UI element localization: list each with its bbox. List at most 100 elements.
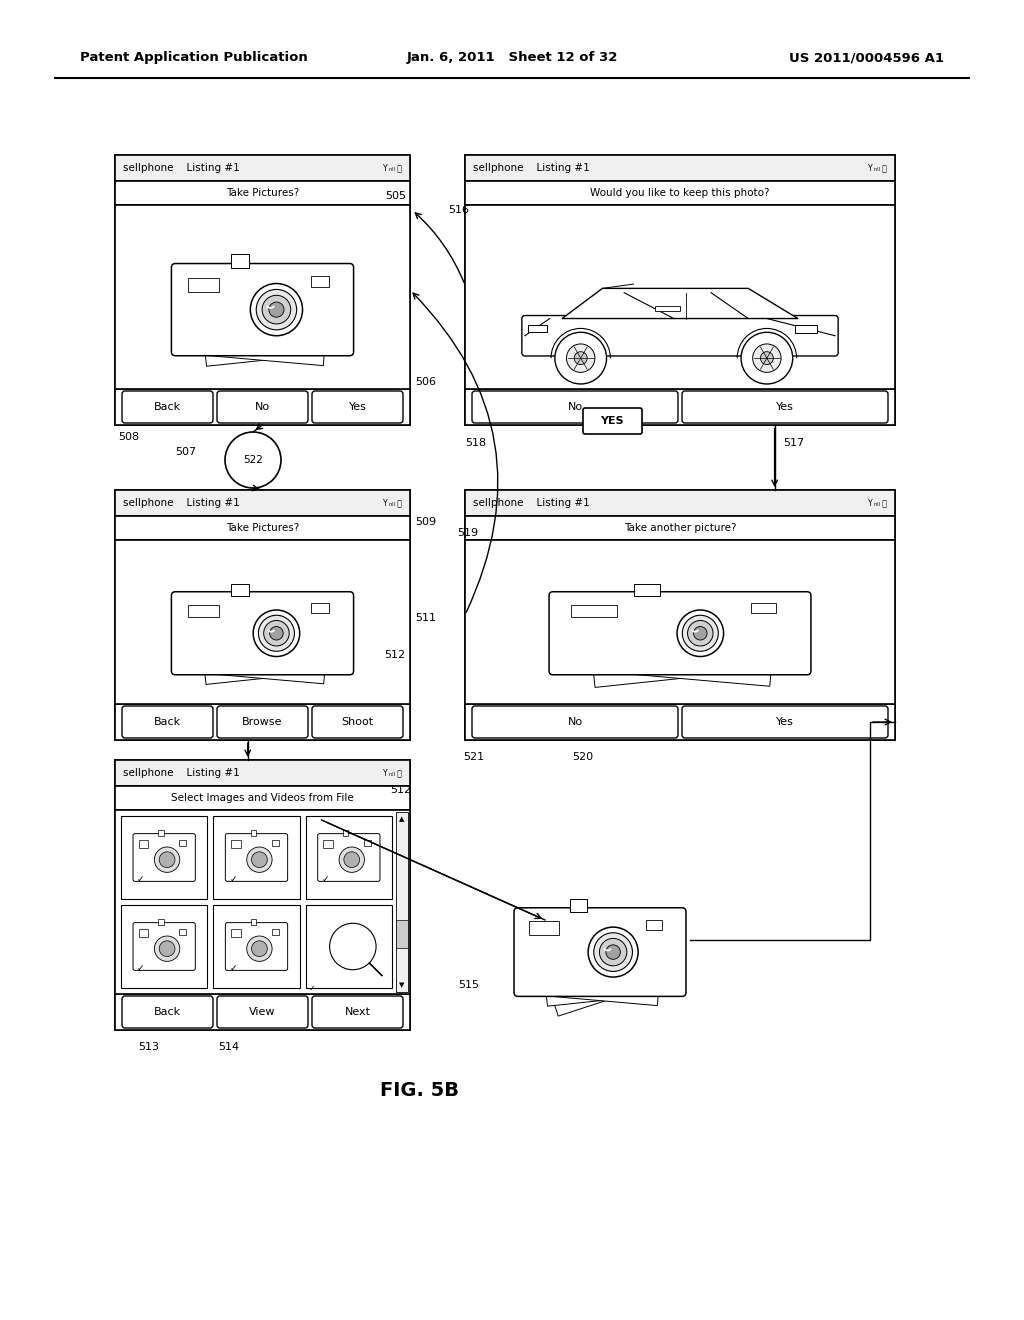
Text: sellphone    Listing #1: sellphone Listing #1 bbox=[473, 498, 590, 508]
Text: ✓: ✓ bbox=[137, 875, 144, 884]
Bar bbox=[187, 605, 219, 618]
Bar bbox=[251, 920, 256, 924]
FancyBboxPatch shape bbox=[540, 952, 662, 1006]
Text: Yes: Yes bbox=[776, 717, 794, 727]
Text: Take Pictures?: Take Pictures? bbox=[226, 187, 299, 198]
Circle shape bbox=[574, 351, 587, 364]
Circle shape bbox=[256, 289, 297, 330]
Text: 519: 519 bbox=[457, 528, 478, 539]
Bar bbox=[115, 810, 410, 994]
Bar bbox=[230, 840, 241, 847]
Bar bbox=[396, 920, 408, 948]
Text: ▼: ▼ bbox=[399, 982, 404, 987]
Text: 506: 506 bbox=[415, 378, 436, 387]
FancyBboxPatch shape bbox=[204, 618, 336, 696]
Bar bbox=[115, 490, 410, 516]
FancyBboxPatch shape bbox=[312, 997, 403, 1028]
Bar bbox=[251, 830, 256, 836]
Bar bbox=[115, 154, 410, 181]
FancyBboxPatch shape bbox=[217, 706, 308, 738]
Bar bbox=[115, 490, 410, 741]
Text: YES: YES bbox=[600, 416, 624, 426]
Text: 517: 517 bbox=[783, 438, 804, 447]
Bar bbox=[115, 540, 410, 704]
Text: 512: 512 bbox=[390, 785, 411, 795]
Text: Y ₙₗₗ ⓘ: Y ₙₗₗ ⓘ bbox=[383, 499, 402, 507]
Bar bbox=[655, 306, 680, 310]
Circle shape bbox=[269, 627, 284, 640]
Bar bbox=[138, 840, 148, 847]
Bar bbox=[213, 816, 300, 899]
Bar bbox=[213, 906, 300, 987]
FancyBboxPatch shape bbox=[202, 308, 331, 366]
Text: 518: 518 bbox=[465, 438, 486, 447]
Bar bbox=[570, 899, 587, 912]
Bar bbox=[230, 929, 241, 937]
FancyBboxPatch shape bbox=[549, 591, 811, 675]
FancyBboxPatch shape bbox=[122, 391, 213, 422]
Bar bbox=[306, 816, 392, 899]
FancyBboxPatch shape bbox=[204, 294, 337, 376]
Circle shape bbox=[252, 851, 267, 867]
Bar bbox=[465, 540, 895, 704]
Text: 520: 520 bbox=[572, 752, 593, 762]
Circle shape bbox=[330, 923, 376, 970]
Circle shape bbox=[599, 939, 627, 966]
Text: ▲: ▲ bbox=[399, 816, 404, 822]
Circle shape bbox=[566, 345, 595, 372]
PathPatch shape bbox=[562, 288, 798, 318]
FancyBboxPatch shape bbox=[199, 309, 328, 366]
FancyBboxPatch shape bbox=[133, 923, 196, 970]
FancyBboxPatch shape bbox=[225, 834, 288, 882]
Circle shape bbox=[555, 333, 606, 384]
Bar bbox=[159, 920, 164, 924]
FancyBboxPatch shape bbox=[682, 706, 888, 738]
Text: Patent Application Publication: Patent Application Publication bbox=[80, 51, 308, 65]
Circle shape bbox=[252, 941, 267, 957]
FancyBboxPatch shape bbox=[583, 408, 642, 434]
Text: Yes: Yes bbox=[776, 403, 794, 412]
Text: 515: 515 bbox=[458, 979, 479, 990]
FancyBboxPatch shape bbox=[312, 391, 403, 422]
Text: sellphone    Listing #1: sellphone Listing #1 bbox=[123, 498, 240, 508]
Text: Next: Next bbox=[344, 1007, 371, 1016]
Bar bbox=[795, 325, 816, 333]
Circle shape bbox=[344, 851, 359, 867]
Text: 507: 507 bbox=[175, 447, 197, 457]
Bar bbox=[570, 605, 616, 618]
Circle shape bbox=[588, 927, 638, 977]
Bar bbox=[115, 181, 410, 205]
Bar bbox=[306, 906, 392, 987]
Bar bbox=[465, 154, 895, 425]
Bar bbox=[231, 253, 249, 268]
FancyBboxPatch shape bbox=[122, 706, 213, 738]
Text: Would you like to keep this photo?: Would you like to keep this photo? bbox=[590, 187, 770, 198]
Bar bbox=[271, 840, 279, 846]
Text: FIG. 5B: FIG. 5B bbox=[381, 1081, 460, 1100]
Text: No: No bbox=[567, 403, 583, 412]
Bar bbox=[465, 205, 895, 389]
Text: 508: 508 bbox=[118, 432, 139, 442]
Bar bbox=[115, 704, 410, 741]
FancyBboxPatch shape bbox=[543, 950, 665, 1006]
Text: sellphone    Listing #1: sellphone Listing #1 bbox=[123, 768, 240, 777]
Circle shape bbox=[339, 847, 365, 873]
Bar bbox=[115, 760, 410, 1030]
Text: Jan. 6, 2011   Sheet 12 of 32: Jan. 6, 2011 Sheet 12 of 32 bbox=[407, 51, 617, 65]
Bar bbox=[115, 389, 410, 425]
Text: Browse: Browse bbox=[243, 717, 283, 727]
Text: sellphone    Listing #1: sellphone Listing #1 bbox=[123, 162, 240, 173]
Text: US 2011/0004596 A1: US 2011/0004596 A1 bbox=[790, 51, 944, 65]
Text: ✓: ✓ bbox=[137, 965, 144, 973]
Text: 505: 505 bbox=[385, 191, 406, 201]
FancyBboxPatch shape bbox=[202, 630, 331, 685]
FancyBboxPatch shape bbox=[472, 391, 678, 422]
Circle shape bbox=[159, 941, 175, 957]
Bar bbox=[115, 785, 410, 810]
Circle shape bbox=[258, 615, 295, 651]
Bar bbox=[634, 583, 659, 595]
Bar bbox=[121, 816, 207, 899]
FancyBboxPatch shape bbox=[217, 997, 308, 1028]
Bar bbox=[465, 490, 895, 741]
Circle shape bbox=[155, 936, 180, 961]
